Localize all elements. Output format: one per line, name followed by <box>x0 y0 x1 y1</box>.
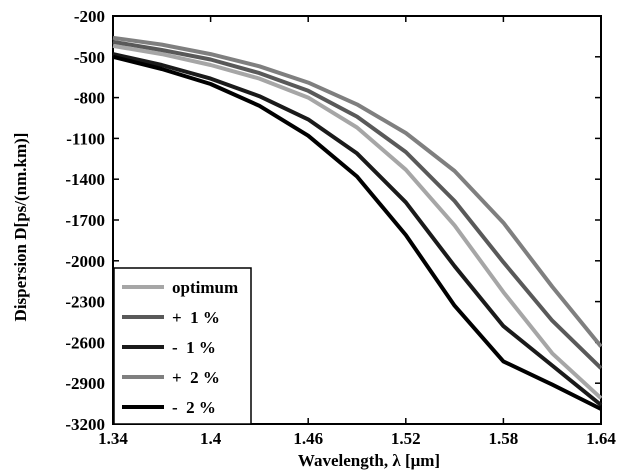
y-axis-title: Dispersion D[ps/(nm.km)] <box>11 133 30 322</box>
x-axis-title: Wavelength, λ [μm] <box>298 451 440 470</box>
y-tick-label: -1700 <box>65 211 105 230</box>
legend-label: + 2 % <box>172 368 220 387</box>
legend-label: + 1 % <box>172 308 220 327</box>
legend-label: - 2 % <box>172 398 216 417</box>
y-tick-label: -3200 <box>65 415 105 434</box>
y-tick-label: -2000 <box>65 252 105 271</box>
x-tick-label: 1.46 <box>293 429 323 448</box>
legend-label: optimum <box>172 278 238 297</box>
x-tick-label: 1.4 <box>200 429 222 448</box>
x-tick-label: 1.58 <box>489 429 519 448</box>
series-line-1 <box>112 39 603 370</box>
legend-label: - 1 % <box>172 338 216 357</box>
y-tick-label: -500 <box>74 48 105 67</box>
y-tick-label: -200 <box>74 7 105 26</box>
x-tick-label: 1.64 <box>586 429 616 448</box>
y-tick-label: -2900 <box>65 374 105 393</box>
series-line-3 <box>112 35 603 348</box>
series-line-4 <box>112 54 602 411</box>
series-line-2 <box>112 52 603 407</box>
series-line-0 <box>112 43 603 400</box>
y-tick-label: -1400 <box>65 170 105 189</box>
y-tick-label: -1100 <box>66 129 105 148</box>
x-tick-label: 1.52 <box>391 429 421 448</box>
y-tick-label: -800 <box>74 89 105 108</box>
x-tick-label: 1.34 <box>98 429 128 448</box>
y-tick-label: -2300 <box>65 293 105 312</box>
y-tick-label: -2600 <box>65 333 105 352</box>
